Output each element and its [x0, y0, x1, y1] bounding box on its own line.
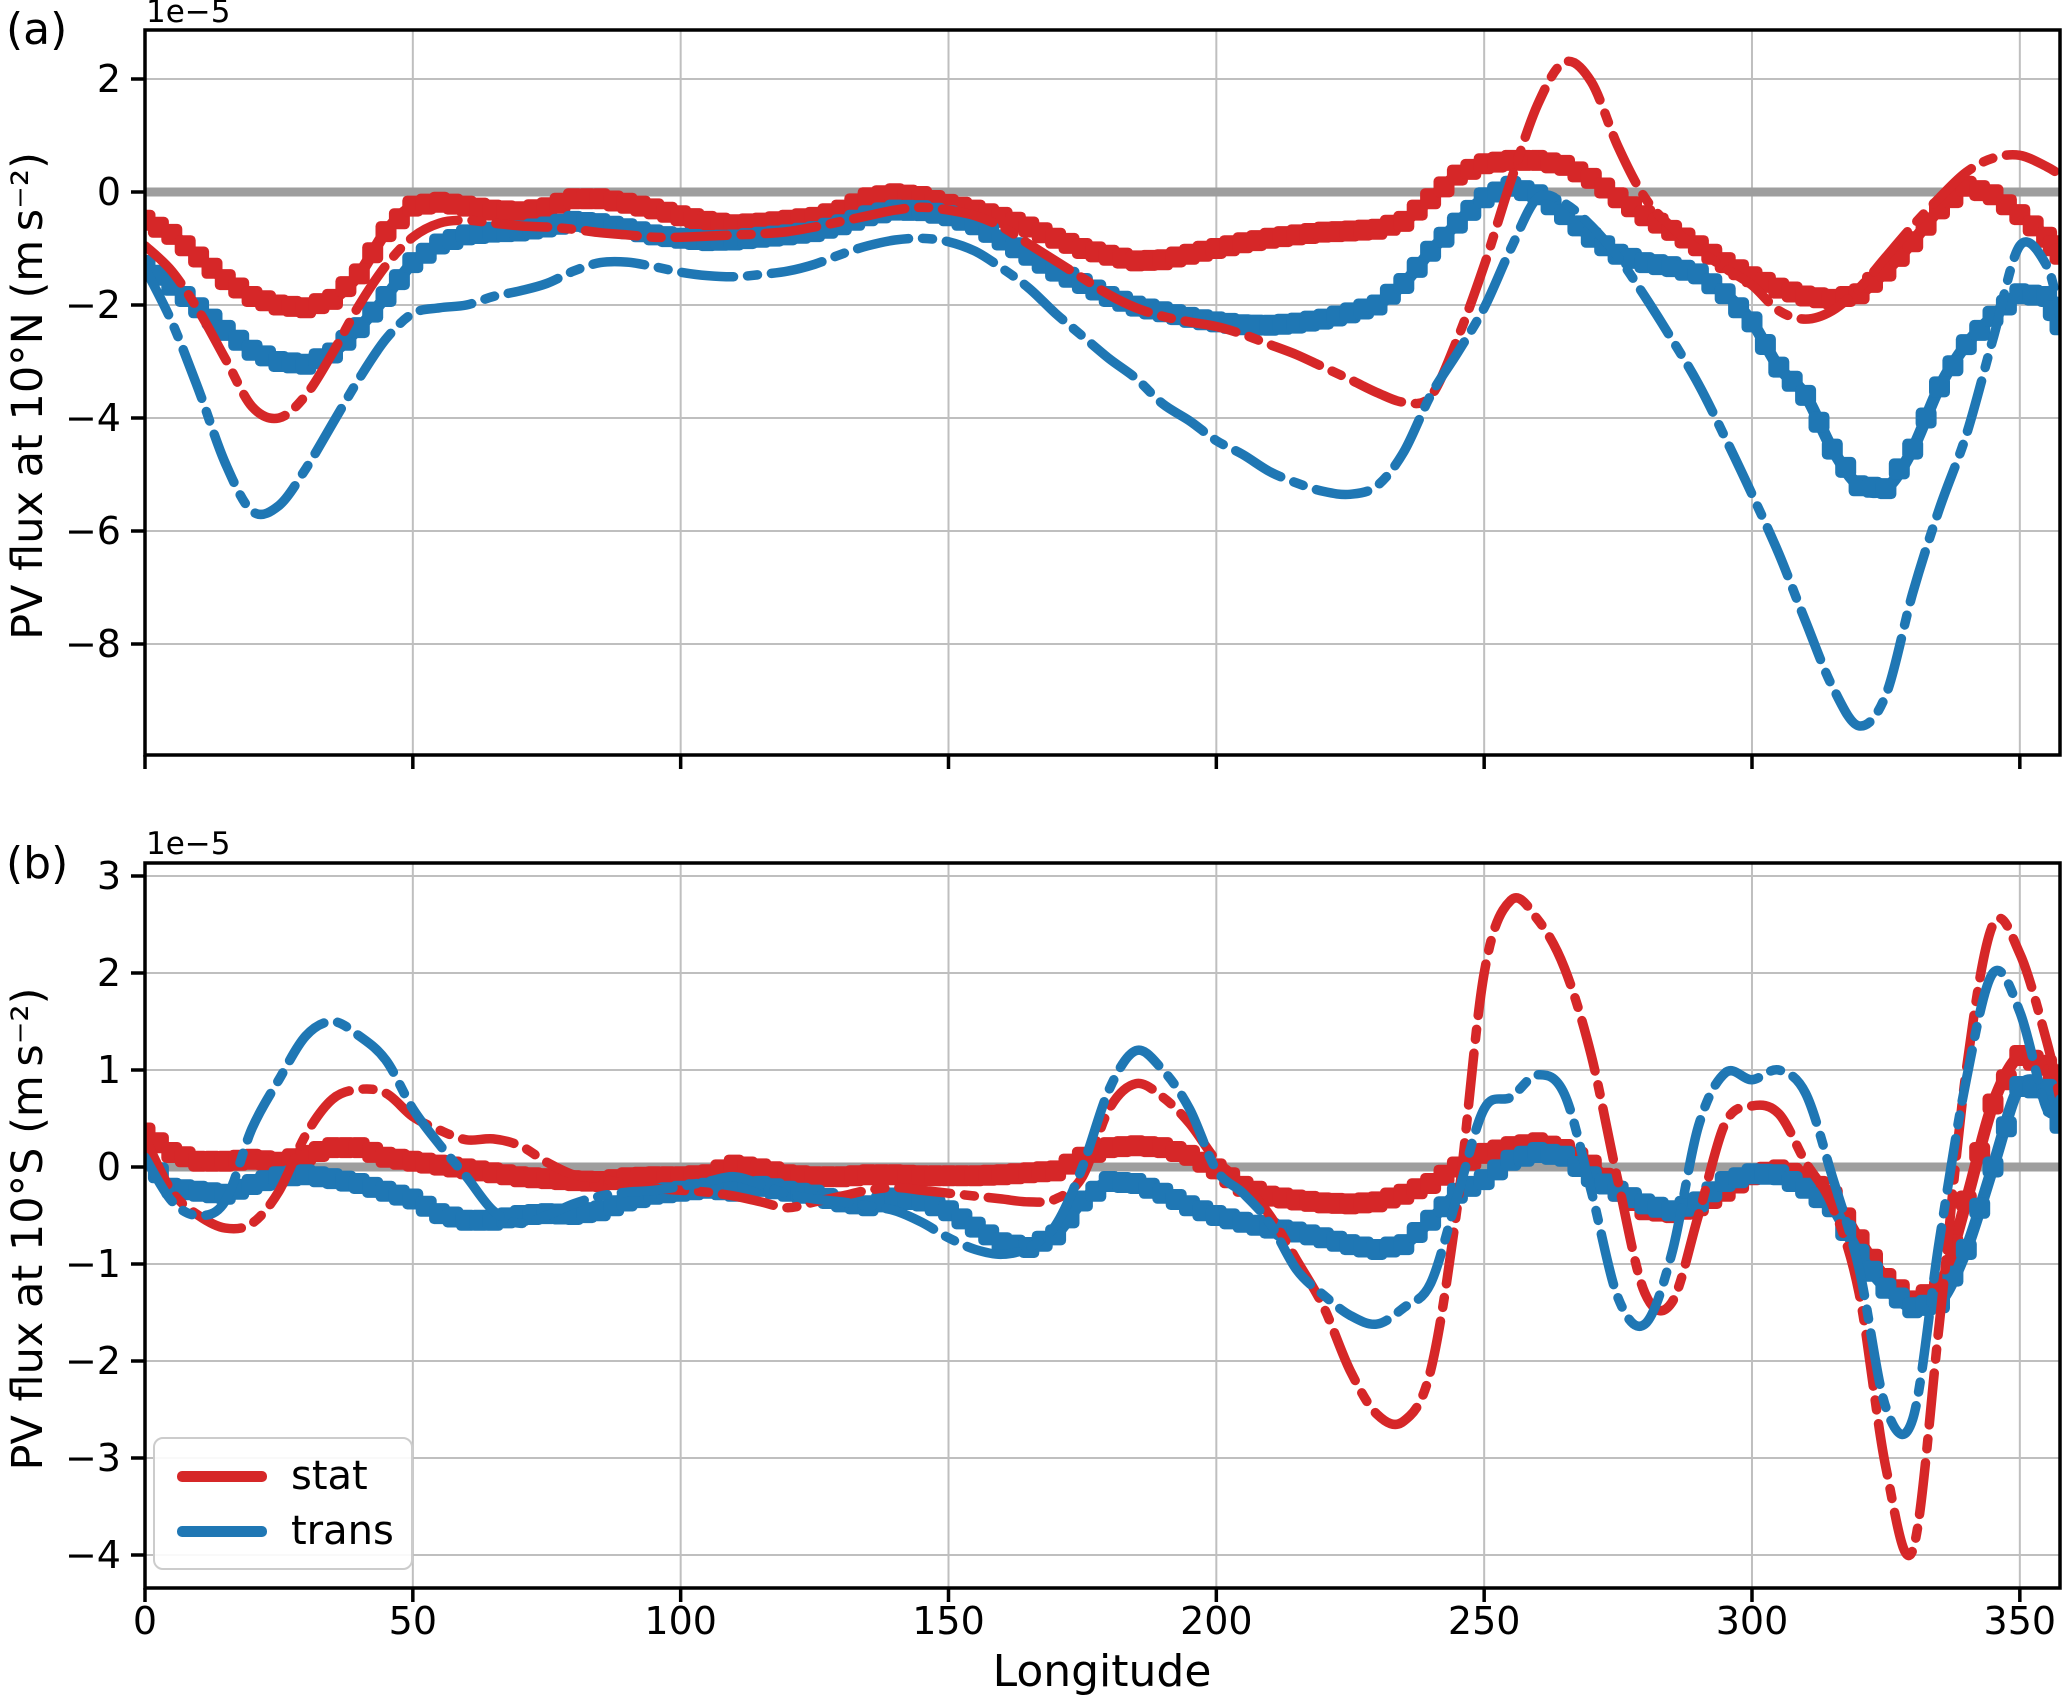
xtick-label-250: 250 — [1448, 1599, 1521, 1643]
xtick-label-100: 100 — [644, 1599, 717, 1643]
ytick-label-b--3: −3 — [65, 1436, 121, 1480]
xtick-label-350: 350 — [1984, 1599, 2057, 1643]
panel-a-spines — [143, 28, 2062, 757]
series-markers-a-trans_solid — [145, 175, 2060, 500]
panel-a-ylabel: PV flux at 10°N (m s⁻²) — [3, 152, 53, 640]
series-markers-b-trans_solid — [145, 1076, 2060, 1319]
ytick-label-a-2: 2 — [97, 57, 121, 101]
ytick-label-b-2: 2 — [97, 951, 121, 995]
series-a-stat_dashdot — [145, 56, 2060, 424]
ytick-label-a--6: −6 — [65, 509, 121, 553]
ytick-label-b-0: 0 — [97, 1145, 121, 1189]
series-b-stat_dashdot — [145, 893, 2060, 1561]
panel-b-offset-text: 1e−5 — [146, 826, 231, 862]
xtick-label-50: 50 — [389, 1599, 437, 1643]
ytick-label-a--8: −8 — [65, 622, 121, 666]
legend-label-trans: trans — [291, 1508, 394, 1554]
legend-label-stat: stat — [291, 1453, 368, 1499]
panel-b-ylabel: PV flux at 10°S (m s⁻²) — [3, 987, 53, 1471]
ytick-label-b-3: 3 — [97, 854, 121, 898]
legend-item-trans: trans — [155, 1511, 411, 1551]
series-markers-a-stat_solid — [145, 149, 2060, 319]
ytick-label-b--2: −2 — [65, 1339, 121, 1383]
xtick-label-0: 0 — [133, 1599, 157, 1643]
ytick-label-b--1: −1 — [65, 1242, 121, 1286]
ytick-label-b--4: −4 — [65, 1533, 121, 1577]
series-b-trans_dashdot — [145, 965, 2060, 1439]
xtick-label-300: 300 — [1716, 1599, 1789, 1643]
xtick-label-200: 200 — [1180, 1599, 1253, 1643]
panel-b-spines — [143, 861, 2062, 1590]
ytick-label-a--4: −4 — [65, 396, 121, 440]
legend-item-stat: stat — [155, 1456, 411, 1496]
legend-box: stat trans — [153, 1437, 413, 1570]
legend-swatch-trans — [177, 1525, 267, 1537]
panel-b-tag: (b) — [6, 838, 69, 889]
x-axis-label: Longitude — [992, 1646, 1212, 1697]
ytick-label-a-0: 0 — [97, 170, 121, 214]
ytick-label-b-1: 1 — [97, 1048, 121, 1092]
legend-swatch-stat — [177, 1470, 267, 1482]
panel-a-offset-text: 1e−5 — [146, 0, 231, 30]
ytick-label-a--2: −2 — [65, 283, 121, 327]
series-a-trans_dashdot — [145, 189, 2060, 731]
xtick-label-150: 150 — [912, 1599, 985, 1643]
panel-a-tag: (a) — [6, 4, 68, 55]
